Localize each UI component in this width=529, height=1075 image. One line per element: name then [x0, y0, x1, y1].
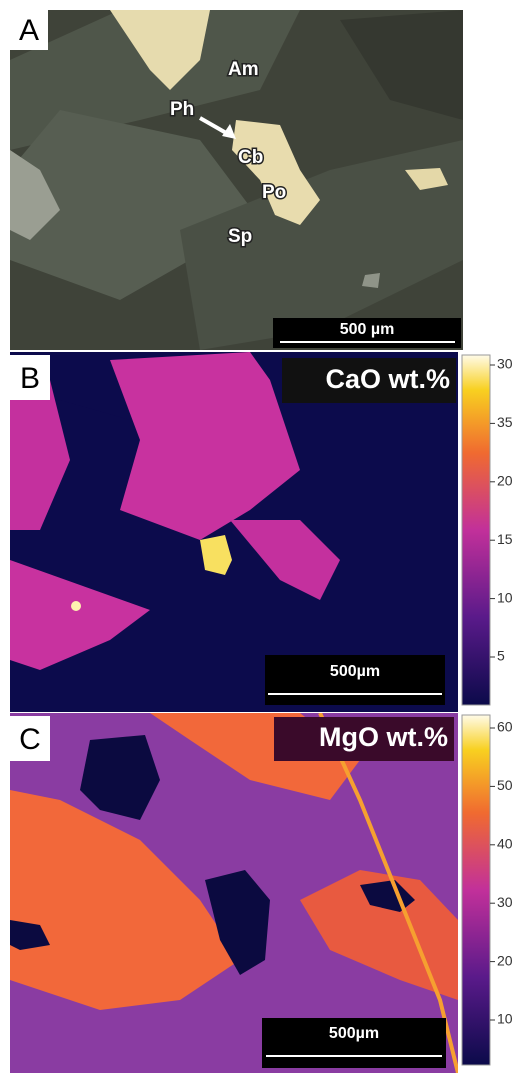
panel-c-image	[10, 713, 458, 1073]
colorbar-tick-label: 35	[497, 414, 513, 430]
title-box	[282, 358, 456, 403]
mineral-label: Ph	[170, 99, 194, 120]
colorbar-tick-label: 60	[497, 719, 513, 735]
arrow-head	[222, 124, 236, 139]
colorbar-tick-label: 30	[497, 356, 513, 372]
colorbar-tick-label: 5	[497, 648, 505, 664]
colorbar-tick-label: 40	[497, 836, 513, 852]
scale-bar-box	[265, 655, 445, 705]
panel-letter: C	[19, 723, 41, 756]
panel-letter-box	[10, 716, 50, 761]
colorbar-tick-label: 20	[497, 952, 513, 968]
scale-bar-box	[262, 1018, 446, 1068]
scale-bar-label: 500 µm	[340, 321, 395, 338]
mineral-label: Cb	[238, 147, 263, 168]
mineral-label: Sp	[228, 226, 252, 247]
scale-bar-label: 500µm	[329, 1025, 379, 1042]
panel-letter-box	[10, 355, 50, 400]
panel-letter-box	[10, 10, 48, 50]
mineral-label: Am	[228, 59, 259, 80]
colorbar-tick-label: 50	[497, 777, 513, 793]
colorbar-tick-label: 10	[497, 1011, 513, 1027]
map-title: CaO wt.%	[325, 364, 450, 394]
map-title: MgO wt.%	[319, 722, 448, 752]
scale-bar-label: 500µm	[330, 663, 380, 680]
mineral-label: Po	[262, 182, 286, 203]
panel-letter: A	[19, 14, 39, 47]
title-box	[274, 717, 454, 761]
panel-b-image	[10, 352, 458, 712]
panel-a-image	[10, 10, 463, 350]
arrow	[199, 116, 229, 136]
colorbar	[461, 714, 491, 1066]
colorbar-tick-label: 10	[497, 589, 513, 605]
panel-letter: B	[20, 362, 40, 395]
colorbar-tick-label: 20	[497, 473, 513, 489]
colorbar-tick-label: 30	[497, 894, 513, 910]
colorbar	[461, 354, 491, 706]
colorbar-tick-label: 15	[497, 531, 513, 547]
